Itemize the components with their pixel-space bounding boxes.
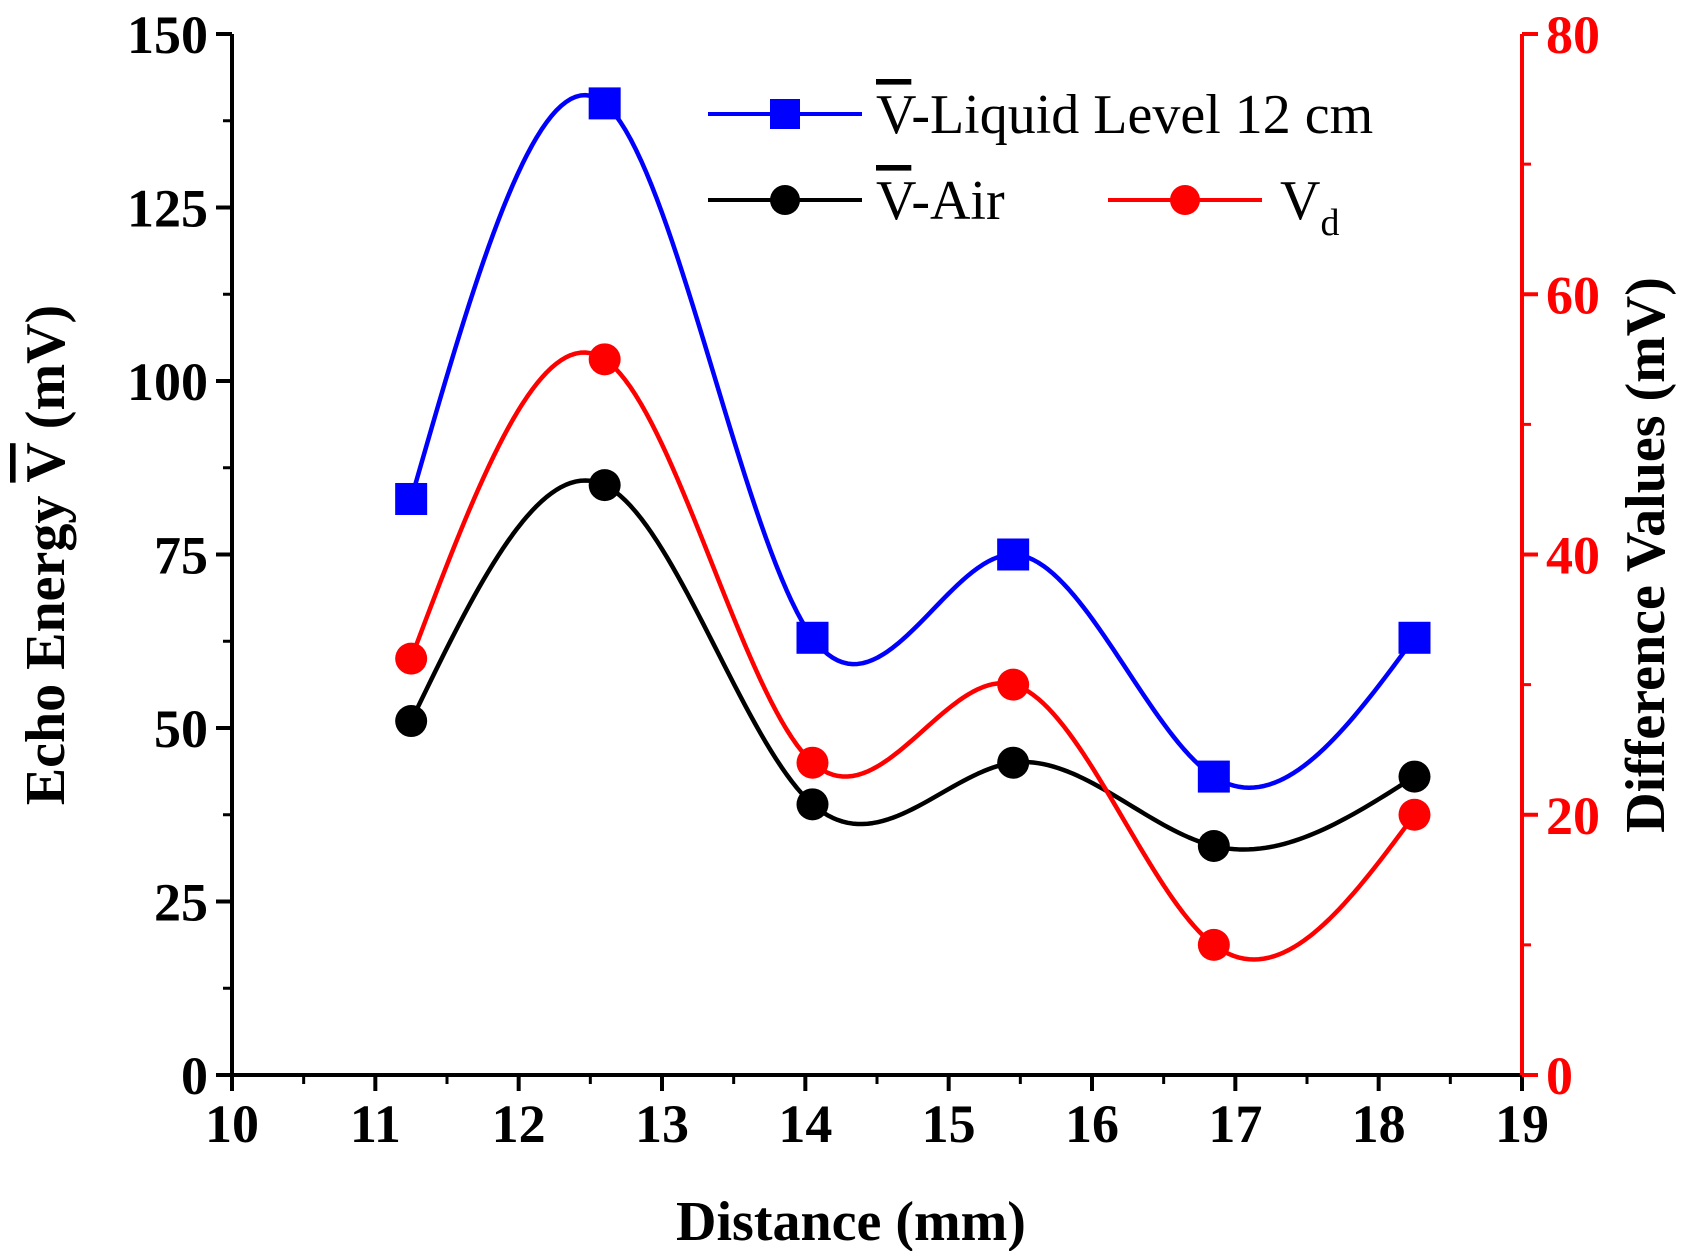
series-1-point: [997, 746, 1030, 779]
x-tick-label: 11: [350, 1094, 401, 1154]
series-0-point: [395, 482, 428, 515]
legend-marker-vd: [1170, 185, 1200, 215]
y-axis-right-title: Difference Values (mV): [1615, 277, 1677, 833]
y-right-tick-label: 80: [1546, 5, 1600, 65]
legend-label-air: V-Air: [876, 170, 1005, 232]
series-2-point: [796, 746, 829, 779]
series-line-0: [409, 92, 1417, 790]
legend-entry-air: V-Air: [708, 170, 1005, 232]
series-0-point: [1398, 621, 1431, 654]
axes: 10 11 12 13 14 15 16 17 18 1902550751001251500204…: [127, 5, 1600, 1154]
legend-symbol-liquid-level: V: [876, 84, 916, 146]
x-tick-label: 19: [1495, 1094, 1549, 1154]
y-right-tick-label: 40: [1546, 526, 1600, 586]
series-2-point: [588, 343, 621, 376]
x-tick-label: 10: [205, 1094, 259, 1154]
y-left-tick-label: 0: [181, 1046, 208, 1106]
series-2-point: [395, 642, 428, 675]
y-axis-left-title: Echo Energy V (mV): [15, 305, 77, 805]
series-0-point: [796, 621, 829, 654]
series-1-point: [796, 788, 829, 821]
legend-entry-liquid-level: V-Liquid Level 12 cm: [708, 84, 1373, 146]
series-2-point: [1398, 798, 1431, 831]
legend-marker-air: [770, 185, 800, 215]
series-2-point: [997, 668, 1030, 701]
y-axis-left-title-symbol: V: [15, 443, 77, 483]
x-tick-label: 15: [922, 1094, 976, 1154]
legend-label-vd: Vd: [1280, 170, 1339, 244]
x-axis-title: Distance (mm): [676, 1191, 1026, 1251]
x-tick-label: 16: [1065, 1094, 1119, 1154]
series-2-point: [1197, 928, 1230, 961]
curves: [409, 92, 1417, 962]
legend-label-liquid-level: V-Liquid Level 12 cm: [876, 84, 1373, 146]
series-1-point: [588, 469, 621, 502]
series-line-1: [409, 478, 1416, 852]
series-1-point: [1197, 829, 1230, 862]
legend-marker-liquid-level: [770, 99, 800, 129]
markers: [395, 87, 1431, 961]
y-right-tick-label: 60: [1546, 265, 1600, 325]
y-left-tick-label: 25: [154, 873, 208, 933]
y-left-tick-label: 100: [127, 352, 208, 412]
y-right-tick-label: 20: [1546, 786, 1600, 846]
legend-symbol-air: V: [876, 170, 916, 232]
y-left-tick-label: 50: [154, 699, 208, 759]
y-right-tick-label: 0: [1546, 1046, 1573, 1106]
series-0-point: [997, 538, 1030, 571]
series-1-point: [395, 705, 428, 738]
y-left-tick-label: 150: [127, 5, 208, 65]
x-tick-label: 18: [1352, 1094, 1406, 1154]
x-tick-label: 12: [492, 1094, 546, 1154]
series-1-point: [1398, 760, 1431, 793]
x-tick-label: 13: [635, 1094, 689, 1154]
legend-subscript-vd: d: [1320, 202, 1339, 244]
x-tick-label: 14: [778, 1094, 832, 1154]
legend: V-Liquid Level 12 cm V-Air Vd: [708, 84, 1373, 244]
y-left-tick-label: 75: [154, 526, 208, 586]
x-tick-label: 17: [1208, 1094, 1262, 1154]
legend-entry-vd: Vd: [1108, 170, 1339, 244]
series-0-point: [588, 87, 621, 120]
series-line-2: [409, 350, 1417, 962]
series-0-point: [1197, 760, 1230, 793]
y-left-tick-label: 125: [127, 179, 208, 239]
